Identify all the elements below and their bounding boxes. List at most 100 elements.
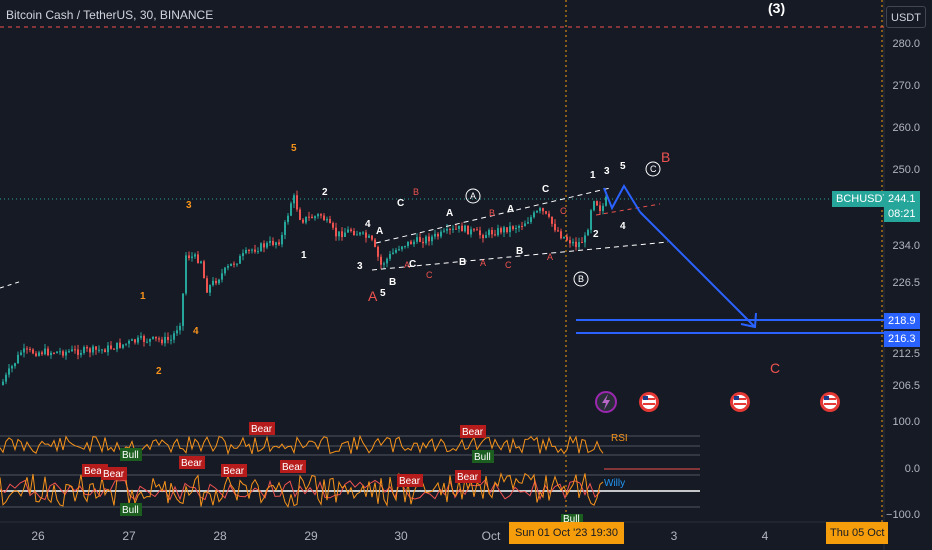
candle-body [551,216,553,224]
candle-body [149,338,151,342]
time-label: 29 [304,529,318,543]
candle-body [29,348,31,350]
cursor-date-badge: Sun 01 Oct '23 19:30 [509,522,625,544]
symbol-title[interactable]: Bitcoin Cash / TetherUS, 30, BINANCE [6,8,214,22]
candle-body [515,227,517,230]
us-flag-icon[interactable] [820,392,840,412]
candle-body [260,243,262,252]
candle-body [569,240,571,244]
candle-body [455,228,457,230]
candle-body [122,344,124,348]
candle-body [56,351,58,354]
channel-red-line [595,203,661,216]
candle-body [398,249,400,251]
candle-body [383,263,385,265]
candle-body [392,252,394,255]
candle-body [74,349,76,351]
candle-body [80,352,82,355]
candle-body [368,235,370,238]
countdown-tag: 08:21 [884,206,920,222]
candle-body [485,235,487,239]
candle-body [581,242,583,244]
candle-body [107,345,109,353]
price-label: 234.0 [892,240,920,252]
candle-body [602,205,604,212]
target-lower-tag: 216.3 [884,331,920,347]
lightning-icon[interactable] [595,391,617,413]
svg-text:A: A [470,191,476,201]
candle-body [353,231,355,236]
candle-body [437,233,439,237]
candle-body [572,241,574,244]
candle-body [605,196,607,206]
candle-body [518,225,520,228]
candle-body [137,337,139,343]
candle-body [41,352,43,355]
willy-label: Willy [604,478,625,489]
wave-red-C-big: C [770,360,780,376]
wave-white-3b: 3 [604,166,610,177]
symbol-badge: BCHUSDT [832,191,894,207]
target-upper-tag: 218.9 [884,313,920,329]
willy-panel [0,468,700,509]
wave-white-C2: C [542,184,549,195]
currency-button[interactable]: USDT [886,6,926,28]
indicator-label: 0.0 [904,463,920,475]
wave-white-3: 3 [357,261,363,272]
candle-body [443,230,445,232]
candle-body [98,349,100,351]
candle-body [527,222,529,224]
candle-body [578,242,580,248]
candle-body [224,267,226,274]
wave-white-A: A [376,226,383,237]
candle-body [239,256,241,264]
candle-body [281,234,283,245]
candle-body [203,261,205,279]
candle-body [236,263,238,265]
candle-body [230,263,232,267]
candle-body [272,240,274,245]
candle-body [554,223,556,231]
candle-body [584,235,586,243]
us-flag-icon[interactable] [639,392,659,412]
indicator-label: 100.0 [892,416,920,428]
candle-body [533,212,535,218]
candle-body [419,237,421,242]
candle-body [209,285,211,293]
candle-body [410,241,412,245]
us-flag-icon[interactable] [730,392,750,412]
wave-orange-3: 3 [186,200,192,211]
rsi-line [0,434,604,456]
candle-body [599,205,601,212]
last-price-tag: 244.1 [884,191,920,207]
channel-lower-line [371,241,669,271]
candle-body [95,346,97,350]
wave-white-C3: C [409,259,416,270]
candle-body [89,348,91,353]
candle-body [128,340,130,344]
candle-body [536,210,538,213]
candle-body [326,219,328,221]
candle-body [539,208,541,211]
bear-badge: Bear [251,424,273,435]
candle-body [248,249,250,251]
candle-body [329,219,331,224]
projection-path [603,184,641,213]
candle-body [17,354,19,364]
candle-body [86,347,88,349]
candle-body [119,342,121,348]
candlestick-series [2,190,607,386]
candle-body [371,235,373,240]
candle-body [83,347,85,353]
wave-white-1: 1 [301,250,307,261]
candle-body [44,348,46,355]
candle-body [167,336,169,340]
bear-badge: Bear [84,466,106,477]
candle-body [542,208,544,212]
candle-body [275,242,277,245]
candle-body [407,241,409,247]
candle-body [506,227,508,233]
candle-body [434,233,436,237]
candle-body [377,246,379,257]
